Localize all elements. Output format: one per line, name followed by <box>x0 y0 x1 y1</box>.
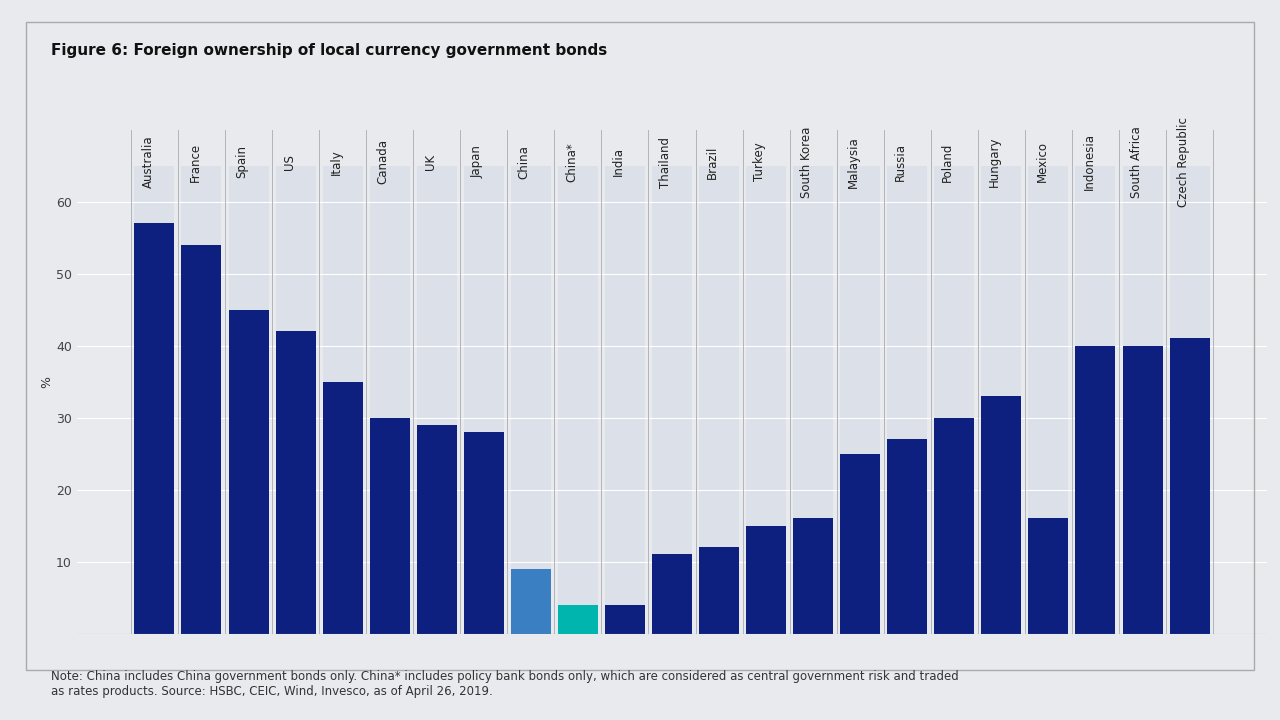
Bar <box>794 166 833 634</box>
Bar <box>1123 166 1162 634</box>
Bar <box>652 166 692 634</box>
Text: Australia: Australia <box>141 135 155 189</box>
Text: South Korea: South Korea <box>800 126 813 198</box>
Bar <box>794 518 833 634</box>
Bar <box>463 166 504 634</box>
Text: Turkey: Turkey <box>753 143 767 181</box>
Bar <box>323 382 362 634</box>
Bar <box>1170 338 1210 634</box>
Text: Russia: Russia <box>895 143 908 181</box>
Text: US: US <box>283 154 296 170</box>
Text: Spain: Spain <box>236 145 248 179</box>
Text: Note: China includes China government bonds only. China* includes policy bank bo: Note: China includes China government bo… <box>51 670 959 698</box>
Bar <box>229 310 269 634</box>
Text: Czech Republic: Czech Republic <box>1176 117 1189 207</box>
Text: Thailand: Thailand <box>659 137 672 187</box>
Text: Canada: Canada <box>376 140 389 184</box>
Bar <box>746 166 786 634</box>
Bar <box>840 166 881 634</box>
Bar <box>229 166 269 634</box>
Bar <box>1170 166 1210 634</box>
Bar <box>323 166 362 634</box>
Bar <box>275 166 316 634</box>
Bar <box>982 166 1021 634</box>
Text: Hungary: Hungary <box>988 137 1001 187</box>
Bar <box>182 166 221 634</box>
Text: China: China <box>518 145 531 179</box>
Text: Japan: Japan <box>471 145 484 179</box>
Bar <box>982 396 1021 634</box>
Text: Brazil: Brazil <box>707 145 719 179</box>
Bar <box>840 454 881 634</box>
Bar <box>934 166 974 634</box>
Bar <box>699 166 739 634</box>
Bar <box>511 166 550 634</box>
Bar <box>887 439 927 634</box>
Bar <box>1028 518 1069 634</box>
Text: Poland: Poland <box>941 143 955 181</box>
Text: South Africa: South Africa <box>1129 126 1143 198</box>
Y-axis label: %: % <box>40 376 54 387</box>
Bar <box>605 605 645 634</box>
Bar <box>417 166 457 634</box>
Text: Mexico: Mexico <box>1036 142 1048 182</box>
Bar <box>370 166 410 634</box>
Bar <box>887 166 927 634</box>
Text: India: India <box>612 148 625 176</box>
Bar <box>463 432 504 634</box>
Bar <box>275 331 316 634</box>
Bar <box>1075 346 1115 634</box>
Text: Malaysia: Malaysia <box>847 136 860 188</box>
Bar <box>511 569 550 634</box>
Bar <box>370 418 410 634</box>
Bar <box>746 526 786 634</box>
Bar <box>699 547 739 634</box>
Text: Italy: Italy <box>330 149 343 175</box>
Bar <box>558 166 598 634</box>
Text: Indonesia: Indonesia <box>1083 133 1096 191</box>
Text: China*: China* <box>564 142 577 182</box>
Bar <box>134 223 174 634</box>
Bar <box>182 245 221 634</box>
Bar <box>558 605 598 634</box>
Bar <box>134 166 174 634</box>
Bar <box>417 425 457 634</box>
Bar <box>1123 346 1162 634</box>
Text: Figure 6: Foreign ownership of local currency government bonds: Figure 6: Foreign ownership of local cur… <box>51 43 608 58</box>
Bar <box>605 166 645 634</box>
Bar <box>1028 166 1069 634</box>
Bar <box>934 418 974 634</box>
Bar <box>1075 166 1115 634</box>
Text: UK: UK <box>424 154 436 170</box>
Text: France: France <box>188 143 201 181</box>
Bar <box>652 554 692 634</box>
